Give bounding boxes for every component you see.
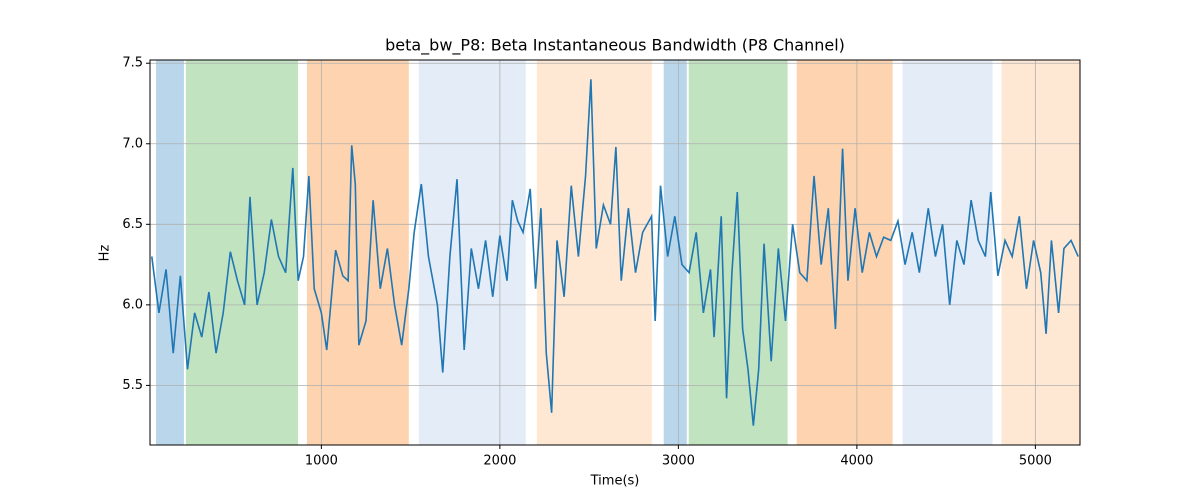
x-tick-label: 4000 [840, 454, 873, 469]
x-tick-label: 3000 [662, 454, 695, 469]
x-axis-label: Time(s) [590, 474, 640, 489]
span [1001, 60, 1080, 445]
y-tick-label: 5.5 [122, 378, 143, 393]
span [185, 60, 298, 445]
y-tick-label: 6.0 [122, 297, 143, 312]
span [306, 60, 409, 445]
data-line [150, 79, 1079, 426]
plot-frame [149, 59, 1081, 446]
span [688, 60, 788, 445]
span [156, 60, 184, 445]
span [663, 60, 687, 445]
y-axis-label: Hz [98, 245, 113, 262]
span [536, 60, 652, 445]
y-tick-label: 6.5 [122, 217, 143, 232]
chart-title: beta_bw_P8: Beta Instantaneous Bandwidth… [385, 36, 845, 56]
span [902, 60, 993, 445]
x-tick-label: 2000 [483, 454, 516, 469]
y-tick-label: 7.5 [122, 56, 143, 71]
span [796, 60, 893, 445]
x-tick-label: 5000 [1019, 454, 1052, 469]
y-tick-label: 7.0 [122, 136, 143, 151]
x-tick-label: 1000 [305, 454, 338, 469]
